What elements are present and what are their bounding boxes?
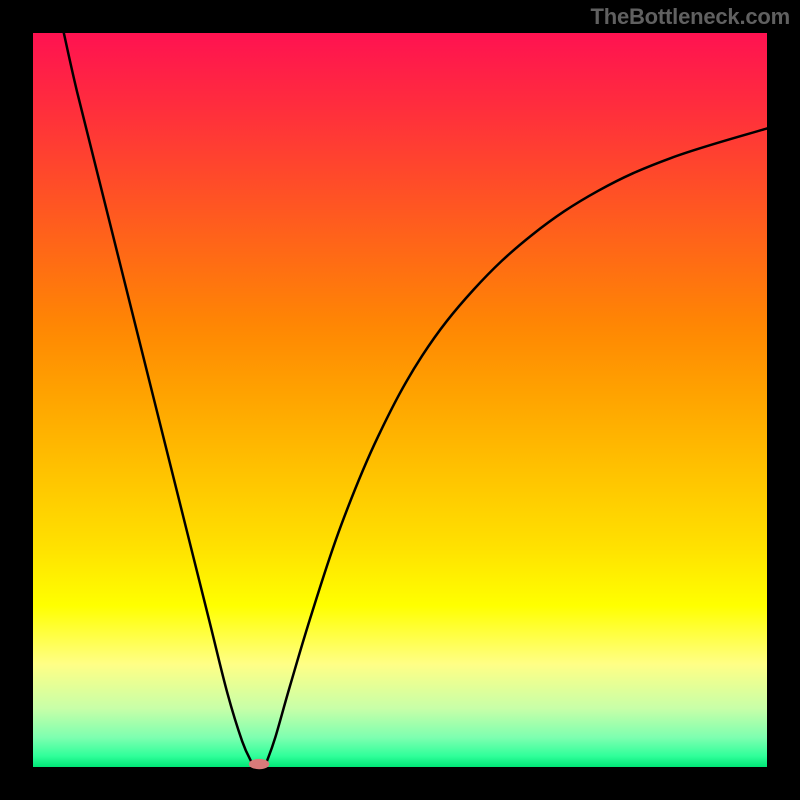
watermark-text: TheBottleneck.com — [590, 4, 790, 30]
chart-frame — [0, 0, 800, 800]
minimum-marker — [249, 759, 270, 769]
plot-background — [33, 33, 767, 767]
bottleneck-curve-chart — [0, 0, 800, 800]
